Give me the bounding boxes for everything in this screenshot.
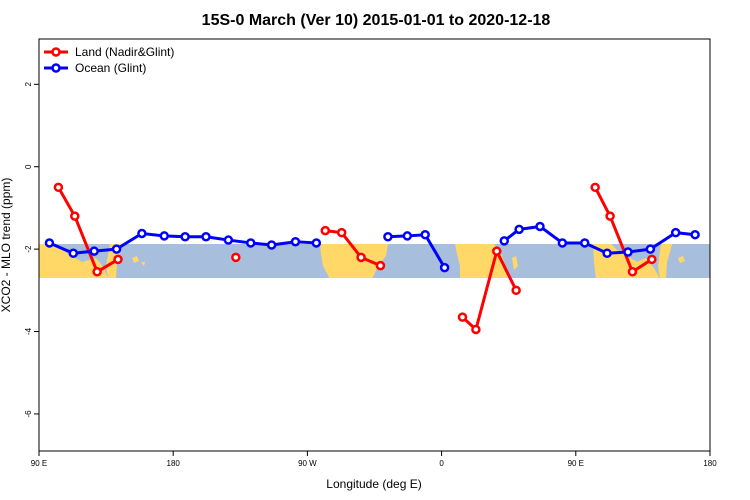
data-point-ocean [68, 248, 79, 258]
y-tick-label: 0 [24, 164, 33, 169]
data-point-ocean [557, 238, 568, 248]
data-point-ocean [245, 238, 256, 248]
x-tick-label: 180 [167, 459, 181, 468]
data-point-land [511, 285, 521, 296]
land-australia-west [39, 244, 108, 278]
data-point-land [336, 227, 347, 238]
series-line-land [325, 229, 382, 267]
data-point-ocean [690, 229, 700, 240]
data-point-land [471, 324, 481, 335]
data-point-ocean [402, 231, 413, 241]
chart-title: 15S-0 March (Ver 10) 2015-01-01 to 2020-… [202, 12, 551, 29]
y-tick-label: -6 [24, 410, 33, 418]
data-point-land [627, 267, 638, 277]
data-point-land [356, 252, 366, 263]
data-point-ocean [266, 240, 277, 250]
x-axis: 90 E 180 90 W 0 90 E 180 [31, 451, 717, 468]
data-point-ocean [290, 236, 301, 247]
data-point-land [113, 254, 123, 265]
y-axis: 2 0 -2 -4 -6 [24, 82, 39, 418]
x-tick-label: 180 [703, 459, 717, 468]
land-australia-queensland-repeat [658, 244, 672, 278]
data-point-ocean [439, 262, 450, 273]
data-point-ocean [223, 235, 234, 245]
data-point-land [647, 254, 657, 265]
legend: Land (Nadir&Glint) Ocean (Glint) [44, 45, 174, 75]
data-point-ocean [180, 232, 190, 242]
x-tick-label: 90 W [298, 459, 317, 468]
data-point-land [492, 246, 502, 256]
data-point-ocean [44, 238, 55, 248]
data-point-land [605, 211, 615, 221]
series-line-land [57, 186, 119, 274]
x-tick-label: 90 E [31, 459, 47, 468]
x-tick-label: 90 E [568, 459, 584, 468]
series-layer [44, 182, 700, 335]
data-point-ocean [535, 221, 545, 232]
land-islands-1 [132, 256, 139, 263]
land-south-america-west [320, 244, 388, 278]
data-point-ocean [579, 238, 590, 248]
y-tick-label: -4 [24, 327, 33, 335]
data-point-land [375, 260, 386, 271]
land-islands-2 [141, 262, 145, 266]
data-point-ocean [602, 248, 612, 258]
land-madagascar [512, 256, 518, 270]
data-point-ocean [311, 238, 322, 248]
x-tick-label: 0 [439, 459, 444, 468]
data-point-land [320, 225, 331, 236]
data-point-ocean [420, 229, 430, 240]
data-point-ocean [137, 228, 147, 239]
data-point-ocean [201, 232, 211, 242]
land-islands-repeat [678, 256, 685, 263]
y-tick-label: 2 [24, 82, 33, 87]
data-point-land [70, 211, 80, 221]
series-line-ocean [387, 233, 446, 269]
data-point-ocean [623, 247, 633, 257]
series-line-land [461, 249, 518, 331]
data-point-ocean [111, 244, 122, 254]
legend-marker-ocean [51, 63, 61, 73]
legend-label-land: Land (Nadir&Glint) [75, 45, 174, 59]
data-point-land [590, 182, 600, 193]
plot-frame [38, 38, 711, 452]
data-point-land [231, 252, 241, 263]
data-point-land [92, 267, 102, 277]
legend-marker-land [51, 47, 61, 57]
data-point-ocean [514, 224, 524, 235]
y-tick-label: -2 [24, 245, 33, 253]
data-point-ocean [670, 227, 681, 238]
data-point-land [457, 312, 468, 322]
data-point-ocean [645, 244, 656, 254]
legend-label-ocean: Ocean (Glint) [75, 61, 146, 75]
data-point-ocean [159, 231, 170, 241]
series-line-land [593, 186, 653, 274]
x-axis-label: Longitude (deg E) [326, 477, 421, 491]
data-point-ocean [499, 236, 509, 246]
data-point-ocean [383, 232, 393, 242]
data-point-land [53, 182, 64, 193]
series-line-ocean [503, 224, 696, 255]
data-point-ocean [89, 246, 99, 256]
y-axis-label: XCO2 - MLO trend (ppm) [0, 178, 13, 313]
